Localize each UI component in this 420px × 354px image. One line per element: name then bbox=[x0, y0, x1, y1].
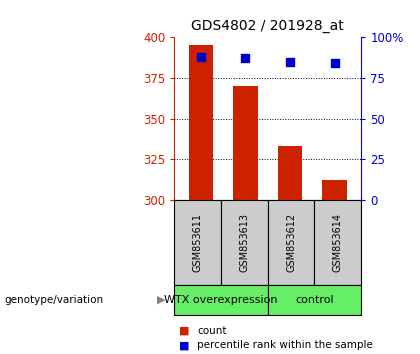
Point bbox=[198, 54, 205, 59]
Title: GDS4802 / 201928_at: GDS4802 / 201928_at bbox=[192, 19, 344, 33]
Point bbox=[331, 61, 338, 66]
Text: count: count bbox=[197, 326, 227, 336]
Text: genotype/variation: genotype/variation bbox=[4, 295, 103, 305]
Bar bbox=[278, 146, 302, 200]
Text: GSM853613: GSM853613 bbox=[239, 213, 249, 272]
Text: ▶: ▶ bbox=[158, 295, 166, 305]
Text: control: control bbox=[295, 295, 334, 305]
Bar bbox=[189, 45, 213, 200]
Text: GSM853614: GSM853614 bbox=[333, 213, 343, 272]
Bar bbox=[322, 181, 347, 200]
Text: ■: ■ bbox=[178, 326, 189, 336]
Bar bbox=[233, 86, 258, 200]
Text: GSM853612: GSM853612 bbox=[286, 213, 296, 272]
Text: ■: ■ bbox=[178, 340, 189, 350]
Text: percentile rank within the sample: percentile rank within the sample bbox=[197, 340, 373, 350]
Point bbox=[242, 56, 249, 61]
Text: GSM853611: GSM853611 bbox=[193, 213, 203, 272]
Point bbox=[286, 59, 293, 64]
Text: WTX overexpression: WTX overexpression bbox=[164, 295, 278, 305]
